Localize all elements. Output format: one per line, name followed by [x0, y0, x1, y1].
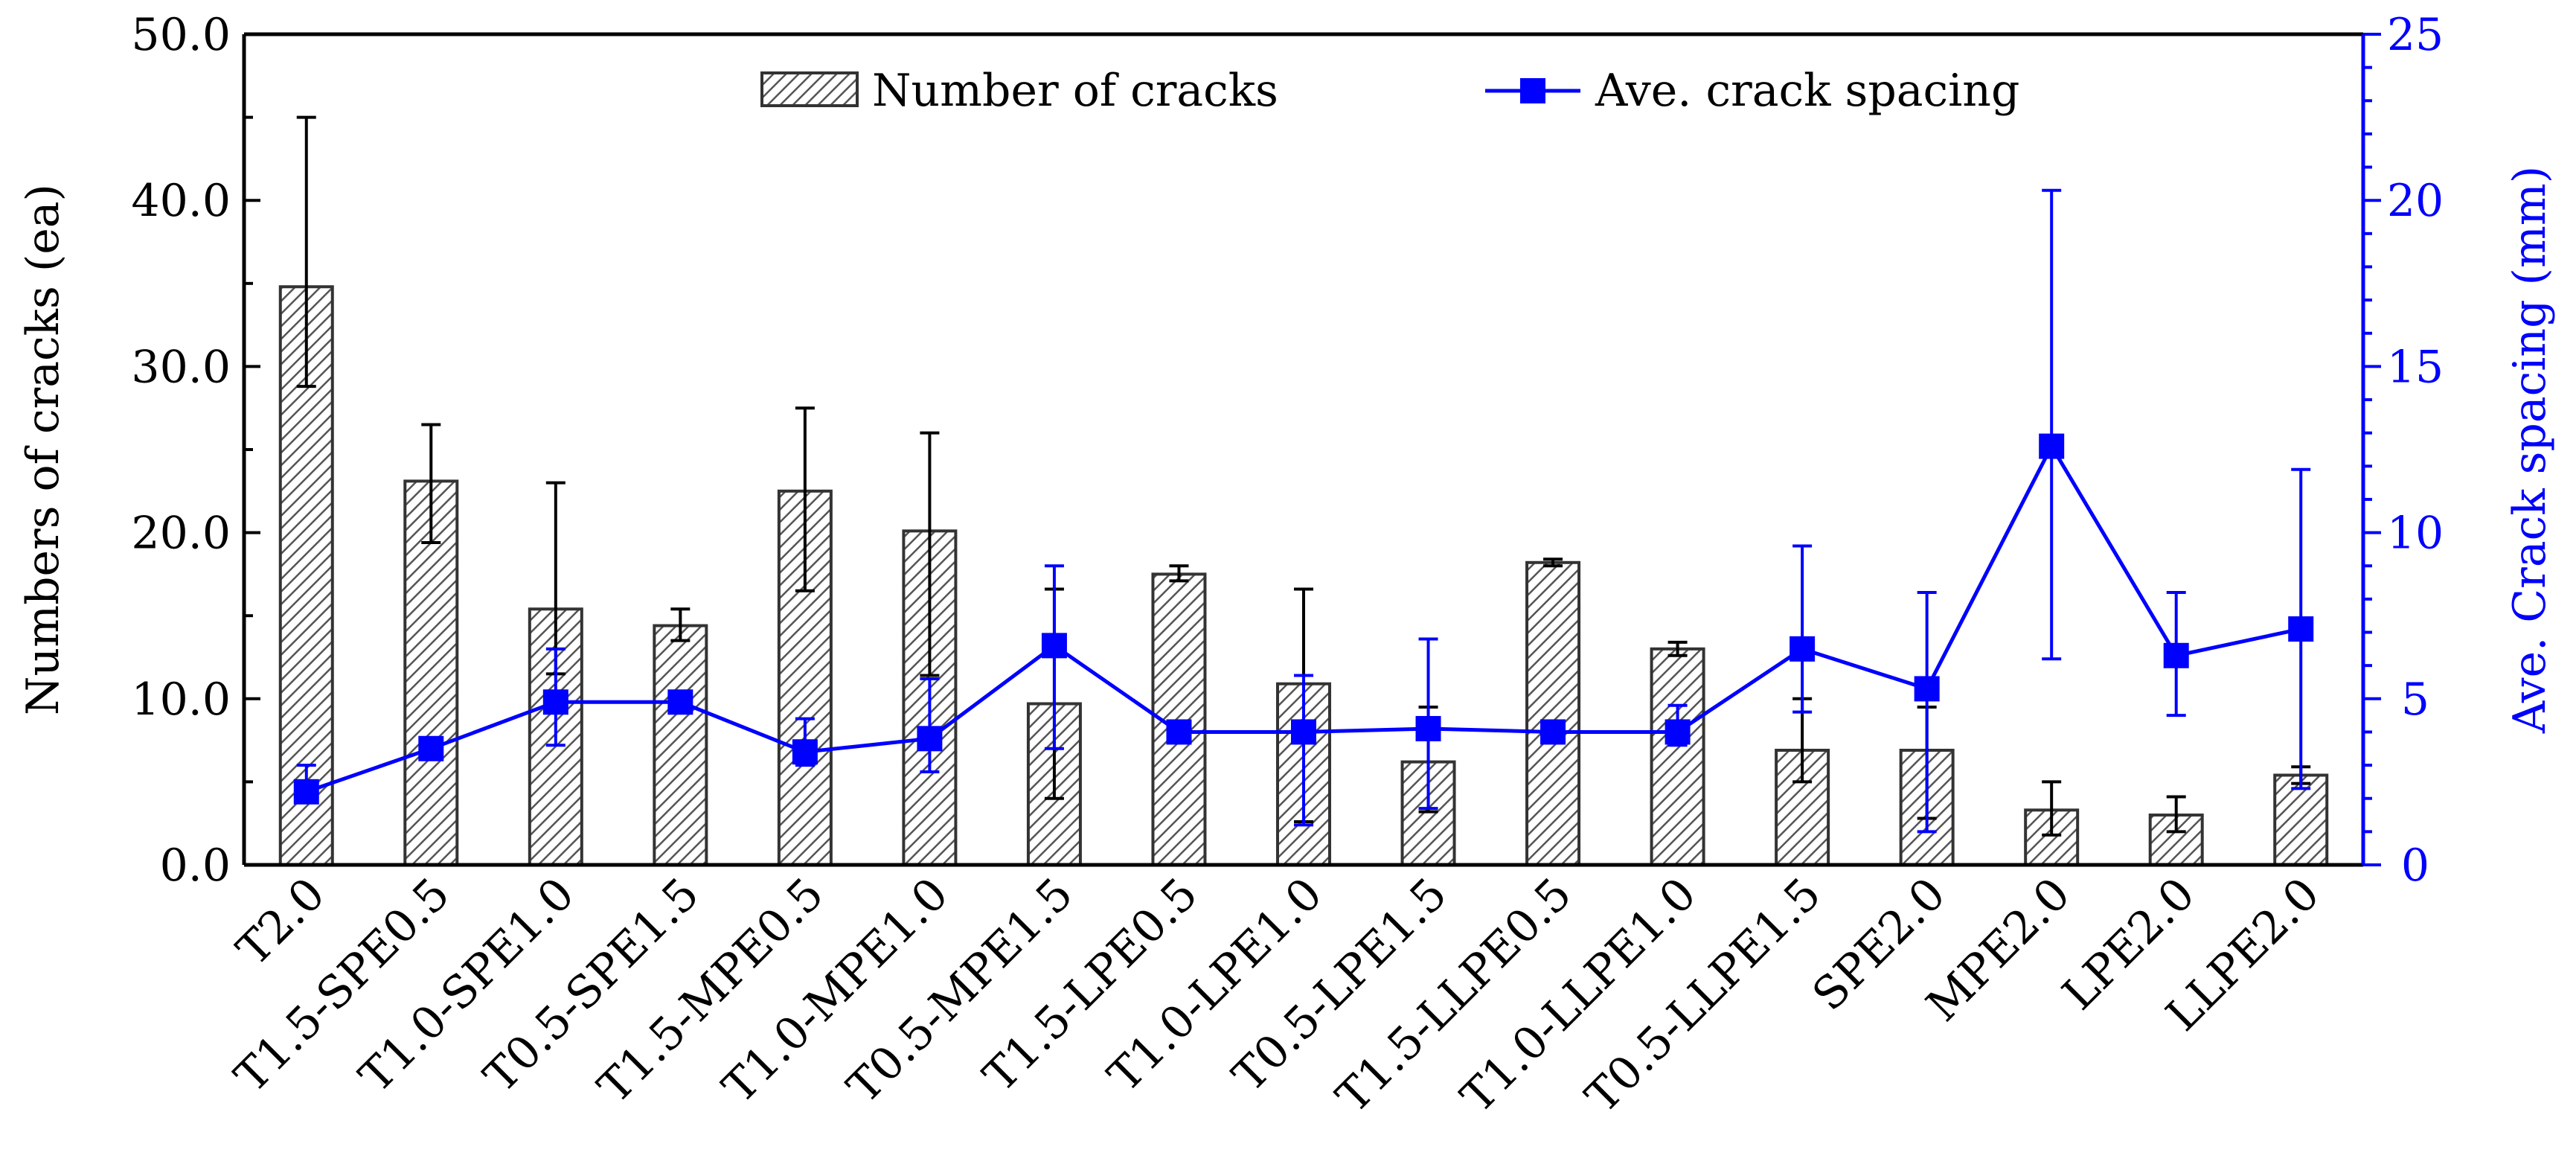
x-tick-label-T2.0: T2.0 — [227, 868, 335, 976]
left-axis-ticks: 0.0 10.0 20.0 30.0 40.0 50.0 — [131, 9, 260, 892]
marker-T1.5-LLPE0.5 — [1540, 719, 1566, 745]
bar-T0.5-SPE1.5 — [653, 624, 708, 866]
left-axis-label: Numbers of cracks (ea) — [17, 184, 69, 715]
marker-LLPE2.0 — [2288, 616, 2314, 642]
right-tick-label: 25 — [2387, 9, 2444, 61]
marker-LPE2.0 — [2163, 642, 2189, 668]
line-error-T0.5-LLPE1.5 — [1792, 544, 1813, 714]
marker-MPE2.0 — [2039, 433, 2065, 459]
left-tick-label: 30.0 — [131, 341, 231, 393]
bar-LLPE2.0 — [2273, 773, 2329, 867]
left-tick-label: 20.0 — [131, 508, 231, 560]
x-axis-labels: T2.0T1.5-SPE0.5T1.0-SPE1.0T0.5-SPE1.5T1.… — [225, 868, 2330, 1123]
axes — [242, 32, 2365, 867]
line-error-SPE2.0 — [1917, 590, 1937, 834]
marker-T1.5-SPE0.5 — [418, 735, 444, 761]
marker-T1.0-SPE1.0 — [542, 689, 568, 715]
marker-T2.0 — [293, 779, 319, 805]
bar-T1.5-SPE0.5 — [403, 479, 459, 866]
bar-error-T1.5-LPE0.5 — [1169, 564, 1189, 583]
legend-line-marker — [1520, 78, 1545, 103]
right-tick-label: 20 — [2387, 175, 2444, 227]
legend-bar-label: Number of cracks — [872, 65, 1278, 117]
marker-T1.0-MPE1.0 — [917, 726, 943, 752]
bar-error-T1.5-SPE0.5 — [421, 423, 441, 544]
left-tick-label: 50.0 — [131, 9, 231, 61]
marker-T0.5-LLPE1.5 — [1790, 636, 1816, 662]
bar-T1.0-LLPE1.0 — [1650, 647, 1705, 867]
marker-SPE2.0 — [1914, 676, 1940, 702]
bar-error-T1.0-LLPE1.0 — [1667, 640, 1688, 657]
right-tick-label: 5 — [2401, 674, 2429, 726]
bar-error-T2.0 — [296, 115, 316, 389]
line-error-MPE2.0 — [2042, 188, 2062, 661]
bar-error-T1.0-MPE1.0 — [920, 431, 940, 677]
legend-bar-swatch — [760, 71, 859, 107]
left-tick-label: 0.0 — [160, 840, 231, 892]
line-error-T1.0-MPE1.0 — [920, 677, 940, 774]
right-axis-label: Ave. Crack spacing (mm) — [2504, 166, 2556, 734]
right-axis-ticks: 0 5 10 15 20 25 — [2363, 9, 2444, 892]
bar-error-LPE2.0 — [2166, 795, 2186, 834]
x-tick-label-T0.5-LPE1.5: T0.5-LPE1.5 — [1223, 868, 1457, 1102]
x-tick-label-T1.5-SPE0.5: T1.5-SPE0.5 — [225, 868, 460, 1103]
x-tick-label-T1.0-MPE1.0: T1.0-MPE1.0 — [713, 868, 958, 1113]
bar-error-MPE2.0 — [2042, 780, 2062, 837]
marker-T0.5-MPE1.5 — [1041, 633, 1067, 659]
legend: Number of cracks Ave. crack spacing — [760, 65, 2019, 117]
marker-T1.5-LPE0.5 — [1166, 719, 1192, 745]
left-tick-label: 40.0 — [131, 175, 231, 227]
bar-error-T1.5-MPE0.5 — [795, 406, 815, 592]
right-tick-label: 15 — [2387, 341, 2444, 393]
x-tick-label-T1.0-SPE1.0: T1.0-SPE1.0 — [350, 868, 585, 1103]
left-tick-label: 10.0 — [131, 674, 231, 726]
line-series — [293, 433, 2314, 805]
bar-error-T1.5-LLPE0.5 — [1543, 557, 1563, 568]
legend-line-label: Ave. crack spacing — [1595, 65, 2019, 117]
marker-T1.5-MPE0.5 — [792, 739, 818, 765]
x-tick-label-T0.5-SPE1.5: T0.5-SPE1.5 — [474, 868, 709, 1103]
right-tick-label: 10 — [2387, 508, 2444, 560]
line-error-T1.0-LPE1.0 — [1294, 674, 1313, 827]
bar-T1.5-LLPE0.5 — [1525, 560, 1581, 866]
x-tick-label-T0.5-MPE1.5: T0.5-MPE1.5 — [838, 868, 1083, 1113]
marker-T0.5-LPE1.5 — [1415, 715, 1441, 741]
marker-T0.5-SPE1.5 — [667, 689, 693, 715]
x-tick-label-T1.5-MPE0.5: T1.5-MPE0.5 — [588, 868, 833, 1113]
bar-error-T0.5-SPE1.5 — [670, 607, 691, 642]
x-tick-label-T1.0-LPE1.0: T1.0-LPE1.0 — [1098, 868, 1333, 1102]
x-tick-label-T1.5-LPE0.5: T1.5-LPE0.5 — [973, 868, 1208, 1102]
marker-T1.0-LPE1.0 — [1291, 719, 1316, 745]
marker-T1.0-LLPE1.0 — [1665, 719, 1691, 745]
right-tick-label: 0 — [2401, 840, 2429, 892]
